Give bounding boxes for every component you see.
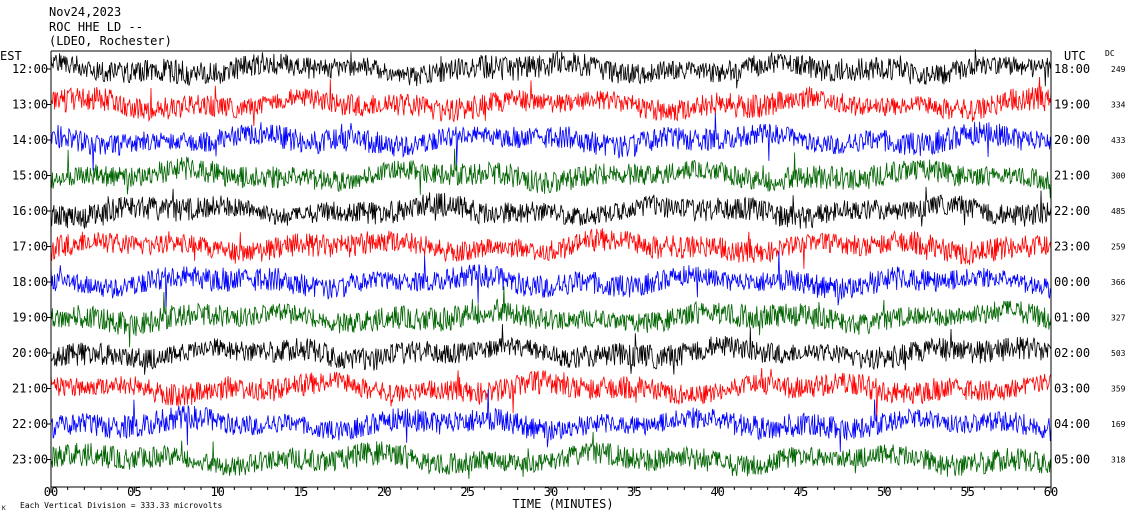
trace-group bbox=[50, 49, 1052, 479]
header-station: ROC HHE LD -- bbox=[49, 20, 143, 34]
utc-hour-label: 21:00 bbox=[1054, 169, 1090, 183]
utc-hour-label: 05:00 bbox=[1054, 453, 1090, 467]
x-tick-label: 45 bbox=[794, 485, 808, 499]
x-tick-label: 00 bbox=[44, 485, 58, 499]
x-tick-label: 15 bbox=[294, 485, 308, 499]
row-labels: 12:00 18:00 249 13:00 19:00 334 14:00 20:00 433 1… bbox=[12, 62, 1126, 467]
est-hour-label: 14:00 bbox=[12, 133, 48, 147]
left-timezone-label: EST bbox=[0, 49, 22, 63]
est-hour-label: 16:00 bbox=[12, 204, 48, 218]
utc-hour-label: 00:00 bbox=[1054, 275, 1090, 289]
x-axis-title: TIME (MINUTES) bbox=[512, 497, 613, 511]
x-tick-label: 55 bbox=[960, 485, 974, 499]
trace-12 bbox=[50, 431, 1052, 479]
utc-hour-label: 19:00 bbox=[1054, 98, 1090, 112]
est-hour-label: 12:00 bbox=[12, 62, 48, 76]
est-hour-label: 21:00 bbox=[12, 382, 48, 396]
est-hour-label: 18:00 bbox=[12, 275, 48, 289]
trace-2 bbox=[50, 76, 1052, 127]
trace-1 bbox=[50, 49, 1052, 89]
header-date: Nov24,2023 bbox=[49, 5, 121, 19]
dc-value: 503 bbox=[1111, 349, 1126, 358]
x-tick-label: 25 bbox=[460, 485, 474, 499]
x-tick-label: 40 bbox=[710, 485, 724, 499]
x-tick-label: 60 bbox=[1044, 485, 1058, 499]
est-hour-label: 13:00 bbox=[12, 98, 48, 112]
dc-value: 359 bbox=[1111, 385, 1126, 394]
corner-mark: K bbox=[2, 505, 6, 512]
trace-10 bbox=[50, 367, 1052, 424]
est-hour-label: 22:00 bbox=[12, 417, 48, 431]
dc-value: 259 bbox=[1111, 243, 1126, 252]
dc-column-label: DC bbox=[1105, 49, 1115, 58]
x-tick-label: 05 bbox=[127, 485, 141, 499]
utc-hour-label: 01:00 bbox=[1054, 311, 1090, 325]
trace-6 bbox=[50, 228, 1052, 269]
utc-hour-label: 20:00 bbox=[1054, 133, 1090, 147]
dc-value: 169 bbox=[1111, 420, 1126, 429]
est-hour-label: 15:00 bbox=[12, 169, 48, 183]
trace-4 bbox=[50, 148, 1052, 199]
est-hour-label: 23:00 bbox=[12, 453, 48, 467]
scale-note: Each Vertical Division = 333.33 microvol… bbox=[20, 501, 222, 510]
dc-value: 433 bbox=[1111, 136, 1126, 145]
trace-7 bbox=[50, 251, 1052, 312]
utc-hour-label: 23:00 bbox=[1054, 240, 1090, 254]
utc-hour-label: 04:00 bbox=[1054, 417, 1090, 431]
utc-hour-label: 22:00 bbox=[1054, 204, 1090, 218]
est-hour-label: 17:00 bbox=[12, 240, 48, 254]
header-location: (LDEO, Rochester) bbox=[49, 34, 172, 48]
est-hour-label: 19:00 bbox=[12, 311, 48, 325]
dc-value: 366 bbox=[1111, 278, 1126, 287]
x-tick-label: 30 bbox=[544, 485, 558, 499]
trace-3 bbox=[50, 113, 1052, 171]
dc-value: 300 bbox=[1111, 172, 1126, 181]
x-axis-ticks: 00 05 10 15 20 25 30 35 40 45 50 55 60 bbox=[44, 485, 1058, 499]
trace-11 bbox=[50, 389, 1052, 452]
trace-9 bbox=[50, 323, 1052, 375]
x-tick-label: 20 bbox=[377, 485, 391, 499]
x-tick-label: 10 bbox=[210, 485, 224, 499]
dc-value: 327 bbox=[1111, 314, 1126, 323]
trace-8 bbox=[50, 286, 1052, 348]
est-hour-label: 20:00 bbox=[12, 346, 48, 360]
right-timezone-label: UTC bbox=[1064, 49, 1086, 63]
x-tick-label: 35 bbox=[627, 485, 641, 499]
dc-value: 318 bbox=[1111, 456, 1126, 465]
utc-hour-label: 02:00 bbox=[1054, 346, 1090, 360]
trace-5 bbox=[50, 186, 1052, 229]
utc-hour-label: 03:00 bbox=[1054, 382, 1090, 396]
utc-hour-label: 18:00 bbox=[1054, 62, 1090, 76]
dc-value: 334 bbox=[1111, 101, 1126, 110]
x-tick-label: 50 bbox=[877, 485, 891, 499]
dc-value: 485 bbox=[1111, 207, 1126, 216]
dc-value: 249 bbox=[1111, 65, 1126, 74]
